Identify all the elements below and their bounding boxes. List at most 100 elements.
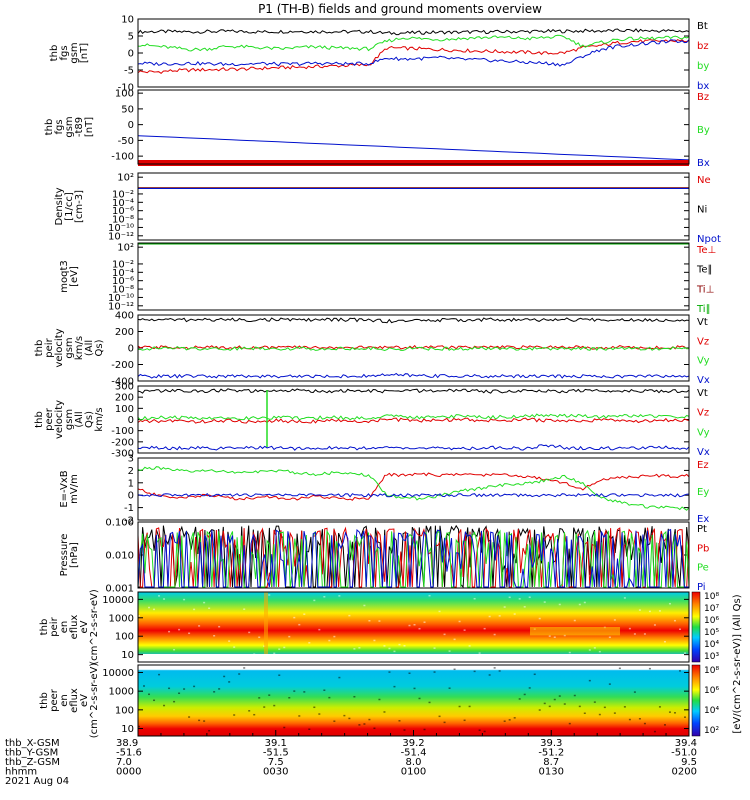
ephemeris-row-label: thb_Y-GSM xyxy=(5,748,58,759)
y-axis-label: Qs) xyxy=(94,339,105,356)
legend-vz: Vz xyxy=(697,408,709,419)
spectrogram-pixel xyxy=(673,619,676,622)
spectrogram-pixel xyxy=(588,679,591,682)
y-axis-label: eV xyxy=(79,694,90,707)
spectrogram-pixel xyxy=(538,709,541,711)
panel-5: 400 200 0 -200 -400 Vt Vz Vy Vx thb peir velocity gs… xyxy=(34,311,710,388)
spectrogram-pixel xyxy=(443,721,446,724)
colorbar-tick-label: 10⁴ xyxy=(704,706,719,716)
spectrogram-pixel xyxy=(188,632,191,635)
colorbar-tick-label: 10⁸ xyxy=(704,666,719,676)
date-label: 2021 Aug 04 xyxy=(5,776,69,787)
spectrogram-pixel xyxy=(333,720,336,722)
y-tick-label: 0 xyxy=(128,120,134,131)
colorbar-ions xyxy=(691,591,701,663)
spectrogram-pixel xyxy=(488,615,491,618)
series-line-vy xyxy=(137,413,690,421)
spectrogram-pixel xyxy=(263,706,266,708)
spectrogram-pixel xyxy=(328,696,331,699)
y-axis-label: km/s xyxy=(94,407,105,431)
spectrogram-pixel xyxy=(583,712,586,715)
spectrogram-pixel xyxy=(273,704,276,707)
spectrogram-pixel xyxy=(283,726,286,729)
spectrogram-pixel xyxy=(398,643,401,646)
ephemeris-value: -51.2 xyxy=(538,748,564,759)
ephemeris-row-label: hhmm xyxy=(5,767,37,778)
spectrogram-pixel xyxy=(338,595,341,597)
spectrogram-pixel xyxy=(578,603,581,606)
spectrogram-pixel xyxy=(463,629,466,631)
spectrogram-pixel xyxy=(388,647,391,650)
spectrogram-pixel xyxy=(173,700,176,703)
spectrogram-pixel xyxy=(418,697,421,700)
spectrogram-pixel xyxy=(403,645,406,647)
spectrogram-pixel xyxy=(558,695,561,697)
series-line-vt xyxy=(137,388,690,394)
ephemeris-value: 39.1 xyxy=(265,738,287,749)
y-tick-label: 5 xyxy=(128,32,134,43)
y-axis-label: -t89 xyxy=(74,117,85,137)
legend-vt: Vt xyxy=(697,317,708,328)
spectrogram-pixel xyxy=(573,694,576,697)
y-tick-label: 10000 xyxy=(102,595,134,606)
spectrogram-pixel xyxy=(298,623,301,626)
spectrogram-pixel xyxy=(293,690,296,692)
spectrogram-pixel xyxy=(498,615,501,617)
legend-te: Te∥ xyxy=(696,265,713,276)
legend-ez: Ez xyxy=(697,460,709,471)
spectrogram-pixel xyxy=(333,635,336,638)
y-axis-label: [nPa] xyxy=(69,542,80,568)
spectrogram-pixel xyxy=(328,639,331,642)
spectrogram-pixel xyxy=(193,685,196,688)
legend-vy: Vy xyxy=(697,427,710,438)
spectrogram-feature xyxy=(264,592,268,662)
y-axis-label: Qs) xyxy=(84,411,95,428)
ephemeris-value: 7.0 xyxy=(116,757,132,768)
spectrogram-pixel xyxy=(673,712,676,714)
y-axis-label: [1/cc] xyxy=(64,192,75,221)
spectrogram-pixel xyxy=(443,633,446,636)
y-axis-label: thb xyxy=(44,119,55,136)
y-axis-label: [nT] xyxy=(79,43,90,63)
legend-te: Te⊥ xyxy=(696,245,716,256)
y-tick-label: 0 xyxy=(128,49,134,60)
y-axis-label: km/s xyxy=(74,336,85,360)
y-tick-label: 10⁻² xyxy=(112,189,134,200)
spectrogram-pixel xyxy=(473,670,476,673)
panel-9: 10000 1000 100 10 thb peir en eflux eV (cm^2-s-sr… xyxy=(39,589,690,665)
spectrogram-pixel xyxy=(383,711,386,713)
spectrogram-pixel xyxy=(683,652,686,654)
series-line-vz xyxy=(137,417,690,424)
spectrogram-pixel xyxy=(568,722,571,725)
spectrogram-pixel xyxy=(483,730,486,733)
y-tick-label: 0 xyxy=(128,344,134,355)
spectrogram-pixel xyxy=(448,687,451,689)
spectrogram-texture xyxy=(138,667,686,733)
spectrogram-pixel xyxy=(483,627,486,630)
y-tick-label: 10⁻⁶ xyxy=(112,276,134,287)
y-tick-label: 0 xyxy=(128,491,134,502)
spectrogram-pixel xyxy=(633,633,636,635)
y-axis-label: gsm xyxy=(64,337,75,358)
y-tick-label: -100 xyxy=(111,426,134,437)
spectrogram-pixel xyxy=(313,706,316,709)
spectrogram-pixel xyxy=(663,724,666,726)
series-line-bx xyxy=(137,39,690,67)
spectrogram-pixel xyxy=(433,671,436,673)
spectrogram-pixel xyxy=(528,687,531,689)
spectrogram-pixel xyxy=(138,725,140,728)
legend-ey: Ey xyxy=(697,487,709,498)
spectrogram-pixel xyxy=(478,729,481,731)
series-line-ez xyxy=(137,472,690,501)
panel-8: 0.100 0.010 0.001 Pt Pb Pe Pi Pressure [nPa] xyxy=(59,518,709,595)
spectrogram-pixel xyxy=(523,693,526,696)
spectrogram-pixel xyxy=(148,693,151,696)
spectrogram-pixel xyxy=(183,688,186,690)
spectrogram-pixel xyxy=(378,620,381,622)
ephemeris-value: 0130 xyxy=(539,767,564,778)
spectrogram-pixel xyxy=(453,668,456,671)
spectrogram-pixel xyxy=(463,719,466,722)
spectrogram-pixel xyxy=(163,704,166,707)
spectrogram-pixel xyxy=(143,685,146,687)
